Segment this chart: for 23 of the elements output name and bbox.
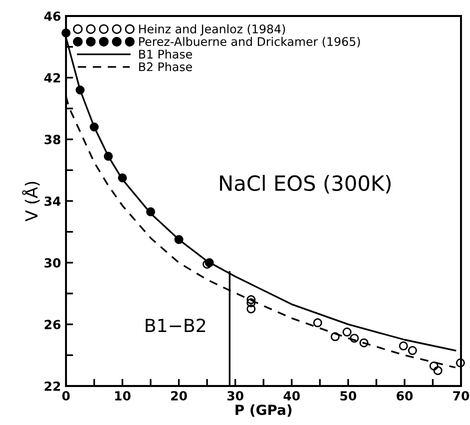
x-tick-label: 30 (227, 391, 244, 401)
x-tick-label: 60 (396, 391, 413, 401)
y-tick-label: 22 (44, 381, 60, 391)
y-tick-label: 34 (44, 196, 61, 206)
y-tick-label: 30 (44, 258, 61, 268)
y-tick-label: 46 (44, 11, 60, 21)
x-tick-label: 20 (171, 391, 187, 401)
legend-label: B1 Phase (139, 49, 192, 59)
legend-label: Heinz and Jeanloz (1984) (139, 24, 285, 36)
x-tick-label: 0 (62, 391, 70, 401)
x-axis-title: P (GPa) (236, 404, 292, 417)
x-tick-label: 10 (115, 391, 131, 401)
y-axis-title: V (Å) (22, 182, 40, 222)
x-tick-label: 50 (340, 391, 356, 401)
annotation: B1−B2 (146, 318, 206, 332)
y-tick-label: 42 (44, 73, 60, 82)
legend-label: Perez-Albuerne and Drickamer (1965) (139, 36, 360, 48)
x-tick-label: 70 (453, 391, 470, 401)
legend-label: B2 Phase (139, 62, 192, 72)
y-tick-label: 26 (44, 320, 60, 330)
y-tick-label: 38 (44, 134, 60, 144)
x-tick-label: 40 (284, 391, 300, 401)
annotation: NaCl EOS (300K) (220, 174, 391, 194)
